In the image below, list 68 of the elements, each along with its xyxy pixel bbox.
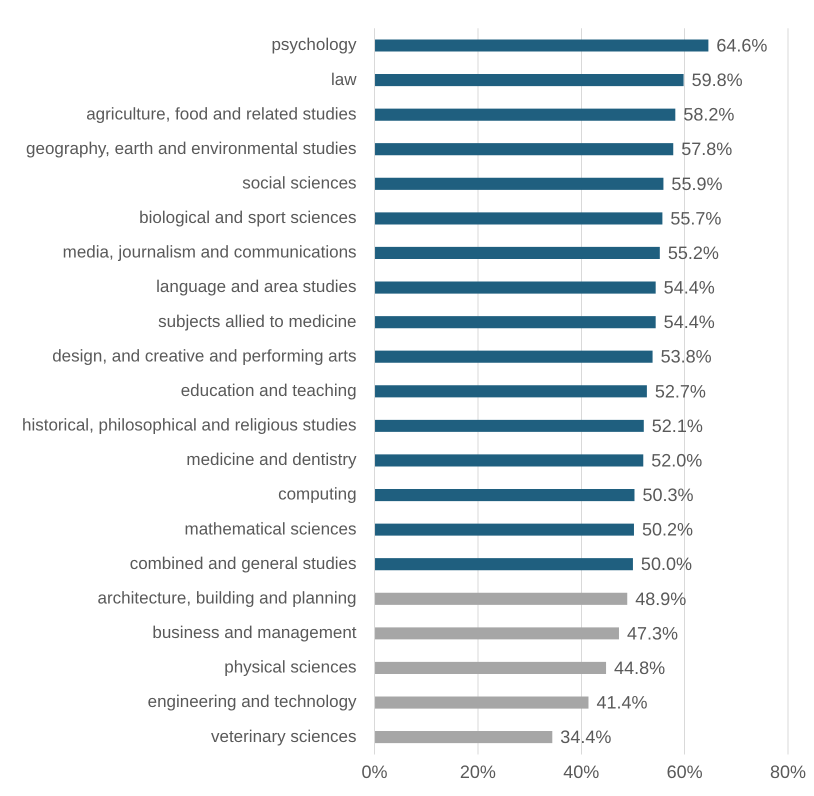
- bar: [375, 662, 606, 674]
- data-label: 53.8%: [660, 346, 712, 367]
- data-label: 55.7%: [670, 208, 722, 228]
- x-tick-label: 0%: [362, 762, 388, 782]
- data-label: 48.9%: [635, 588, 686, 609]
- bar: [375, 350, 653, 363]
- bar: [375, 454, 644, 467]
- y-tick-label: computing: [278, 484, 357, 504]
- x-tick-label: 80%: [770, 762, 806, 782]
- y-tick-label: law: [331, 70, 358, 89]
- y-tick-label: veterinary sciences: [211, 726, 357, 746]
- data-label: 55.2%: [668, 242, 719, 263]
- y-tick-label: subjects allied to medicine: [158, 312, 357, 331]
- bar: [375, 39, 708, 52]
- y-tick-label: engineering and technology: [148, 692, 358, 712]
- bar: [375, 74, 684, 86]
- y-tick-label: architecture, building and planning: [98, 588, 357, 608]
- bar: [375, 558, 633, 570]
- bar: [375, 178, 664, 190]
- bar: [375, 524, 634, 536]
- data-label: 50.2%: [642, 520, 694, 540]
- data-label: 34.4%: [560, 727, 612, 748]
- y-tick-label: historical, philosophical and religious studies: [22, 416, 357, 435]
- bar: [375, 316, 656, 328]
- data-label: 52.0%: [651, 450, 702, 470]
- data-label: 57.8%: [681, 139, 732, 160]
- data-label: 47.3%: [626, 623, 678, 644]
- bar: [375, 488, 634, 502]
- data-label: 52.1%: [652, 416, 703, 436]
- data-label: 44.8%: [614, 658, 666, 678]
- bar: [375, 627, 619, 640]
- bar: [375, 385, 647, 398]
- bar: [375, 282, 656, 294]
- bar: [375, 696, 588, 709]
- data-label: 50.0%: [640, 554, 692, 574]
- y-tick-label: agriculture, food and related studies: [86, 104, 357, 124]
- x-tick-label: 20%: [460, 762, 496, 782]
- data-label: 59.8%: [692, 70, 743, 90]
- x-tick-label: 40%: [563, 762, 600, 782]
- data-label: 55.9%: [671, 174, 722, 194]
- y-tick-label: business and management: [152, 623, 357, 642]
- y-tick-label: physical sciences: [224, 658, 357, 677]
- bar: [375, 108, 676, 121]
- x-tick-label: 60%: [666, 762, 703, 782]
- data-label: 41.4%: [596, 692, 648, 712]
- y-tick-label: design, and creative and performing arts: [52, 346, 357, 366]
- bar: [375, 143, 674, 156]
- y-tick-label: medicine and dentistry: [186, 450, 358, 470]
- data-label: 50.3%: [642, 485, 694, 506]
- y-tick-label: mathematical sciences: [184, 519, 357, 538]
- bar: [375, 420, 644, 432]
- data-label: 58.2%: [683, 104, 734, 125]
- bar: [375, 731, 552, 744]
- y-tick-label: education and teaching: [180, 380, 357, 400]
- bar: [375, 246, 660, 260]
- y-tick-label: language and area studies: [156, 277, 357, 296]
- y-tick-label: media, journalism and communications: [62, 242, 357, 262]
- y-tick-label: geography, earth and environmental studies: [26, 138, 357, 158]
- bar: [375, 592, 628, 605]
- bar: [375, 212, 662, 224]
- y-tick-label: social sciences: [242, 174, 357, 192]
- y-tick-label: biological and sport sciences: [139, 208, 357, 228]
- data-label: 52.7%: [654, 381, 706, 402]
- y-tick-label: psychology: [271, 35, 358, 54]
- data-label: 54.4%: [664, 312, 715, 332]
- y-tick-label: combined and general studies: [130, 554, 357, 573]
- data-label: 54.4%: [664, 278, 715, 298]
- data-label: 64.6%: [716, 35, 768, 56]
